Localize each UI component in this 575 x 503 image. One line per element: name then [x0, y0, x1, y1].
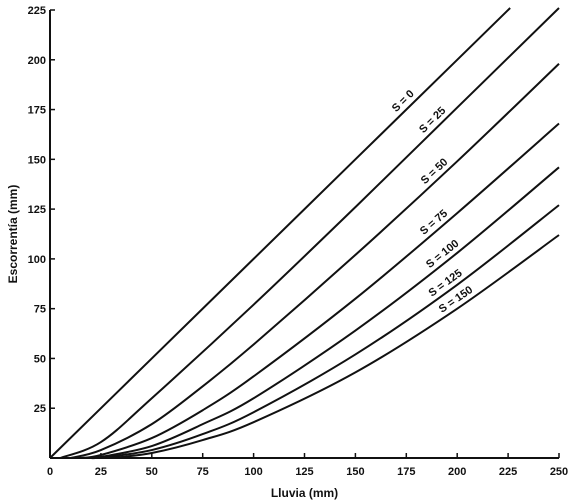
x-tick-label: 75 — [197, 466, 209, 478]
y-tick-label: 225 — [28, 5, 46, 17]
y-tick-label: 100 — [28, 254, 46, 266]
curve-line — [90, 166, 560, 460]
curve-label: S = 0 — [390, 88, 417, 115]
x-ticks-layer: 0 25 50 75 100 125 150 175 200 225 250 — [47, 453, 568, 478]
y-tick-label: 50 — [34, 353, 46, 365]
curves-layer — [49, 7, 560, 460]
x-axis-title: Lluvia (mm) — [271, 486, 338, 500]
x-tick-label: 50 — [146, 466, 158, 478]
x-tick-label: 100 — [244, 466, 262, 478]
x-tick-label: 200 — [448, 466, 466, 478]
curve-line — [100, 204, 560, 459]
x-tick-label: 125 — [295, 466, 313, 478]
curve-line — [70, 63, 560, 459]
y-tick-label: 150 — [28, 154, 46, 166]
curve-line — [49, 7, 511, 459]
x-tick-label: 225 — [499, 466, 517, 478]
y-tick-label: 125 — [28, 204, 46, 216]
y-tick-label: 75 — [34, 304, 46, 316]
y-tick-label: 25 — [34, 403, 46, 415]
y-ticks-layer: 25 50 75 100 125 150 175 200 225 — [28, 5, 55, 415]
curve-line — [59, 7, 560, 459]
y-tick-label: 175 — [28, 105, 46, 117]
y-axis-title: Escorrentía (mm) — [6, 185, 20, 284]
axes-layer — [49, 10, 559, 459]
x-tick-label: 0 — [47, 466, 53, 478]
x-tick-label: 175 — [397, 466, 415, 478]
x-tick-label: 25 — [95, 466, 107, 478]
x-tick-label: 150 — [346, 466, 364, 478]
y-tick-label: 200 — [28, 55, 46, 67]
x-tick-label: 250 — [550, 466, 568, 478]
curve-line — [110, 234, 560, 459]
curve-line — [80, 122, 560, 459]
